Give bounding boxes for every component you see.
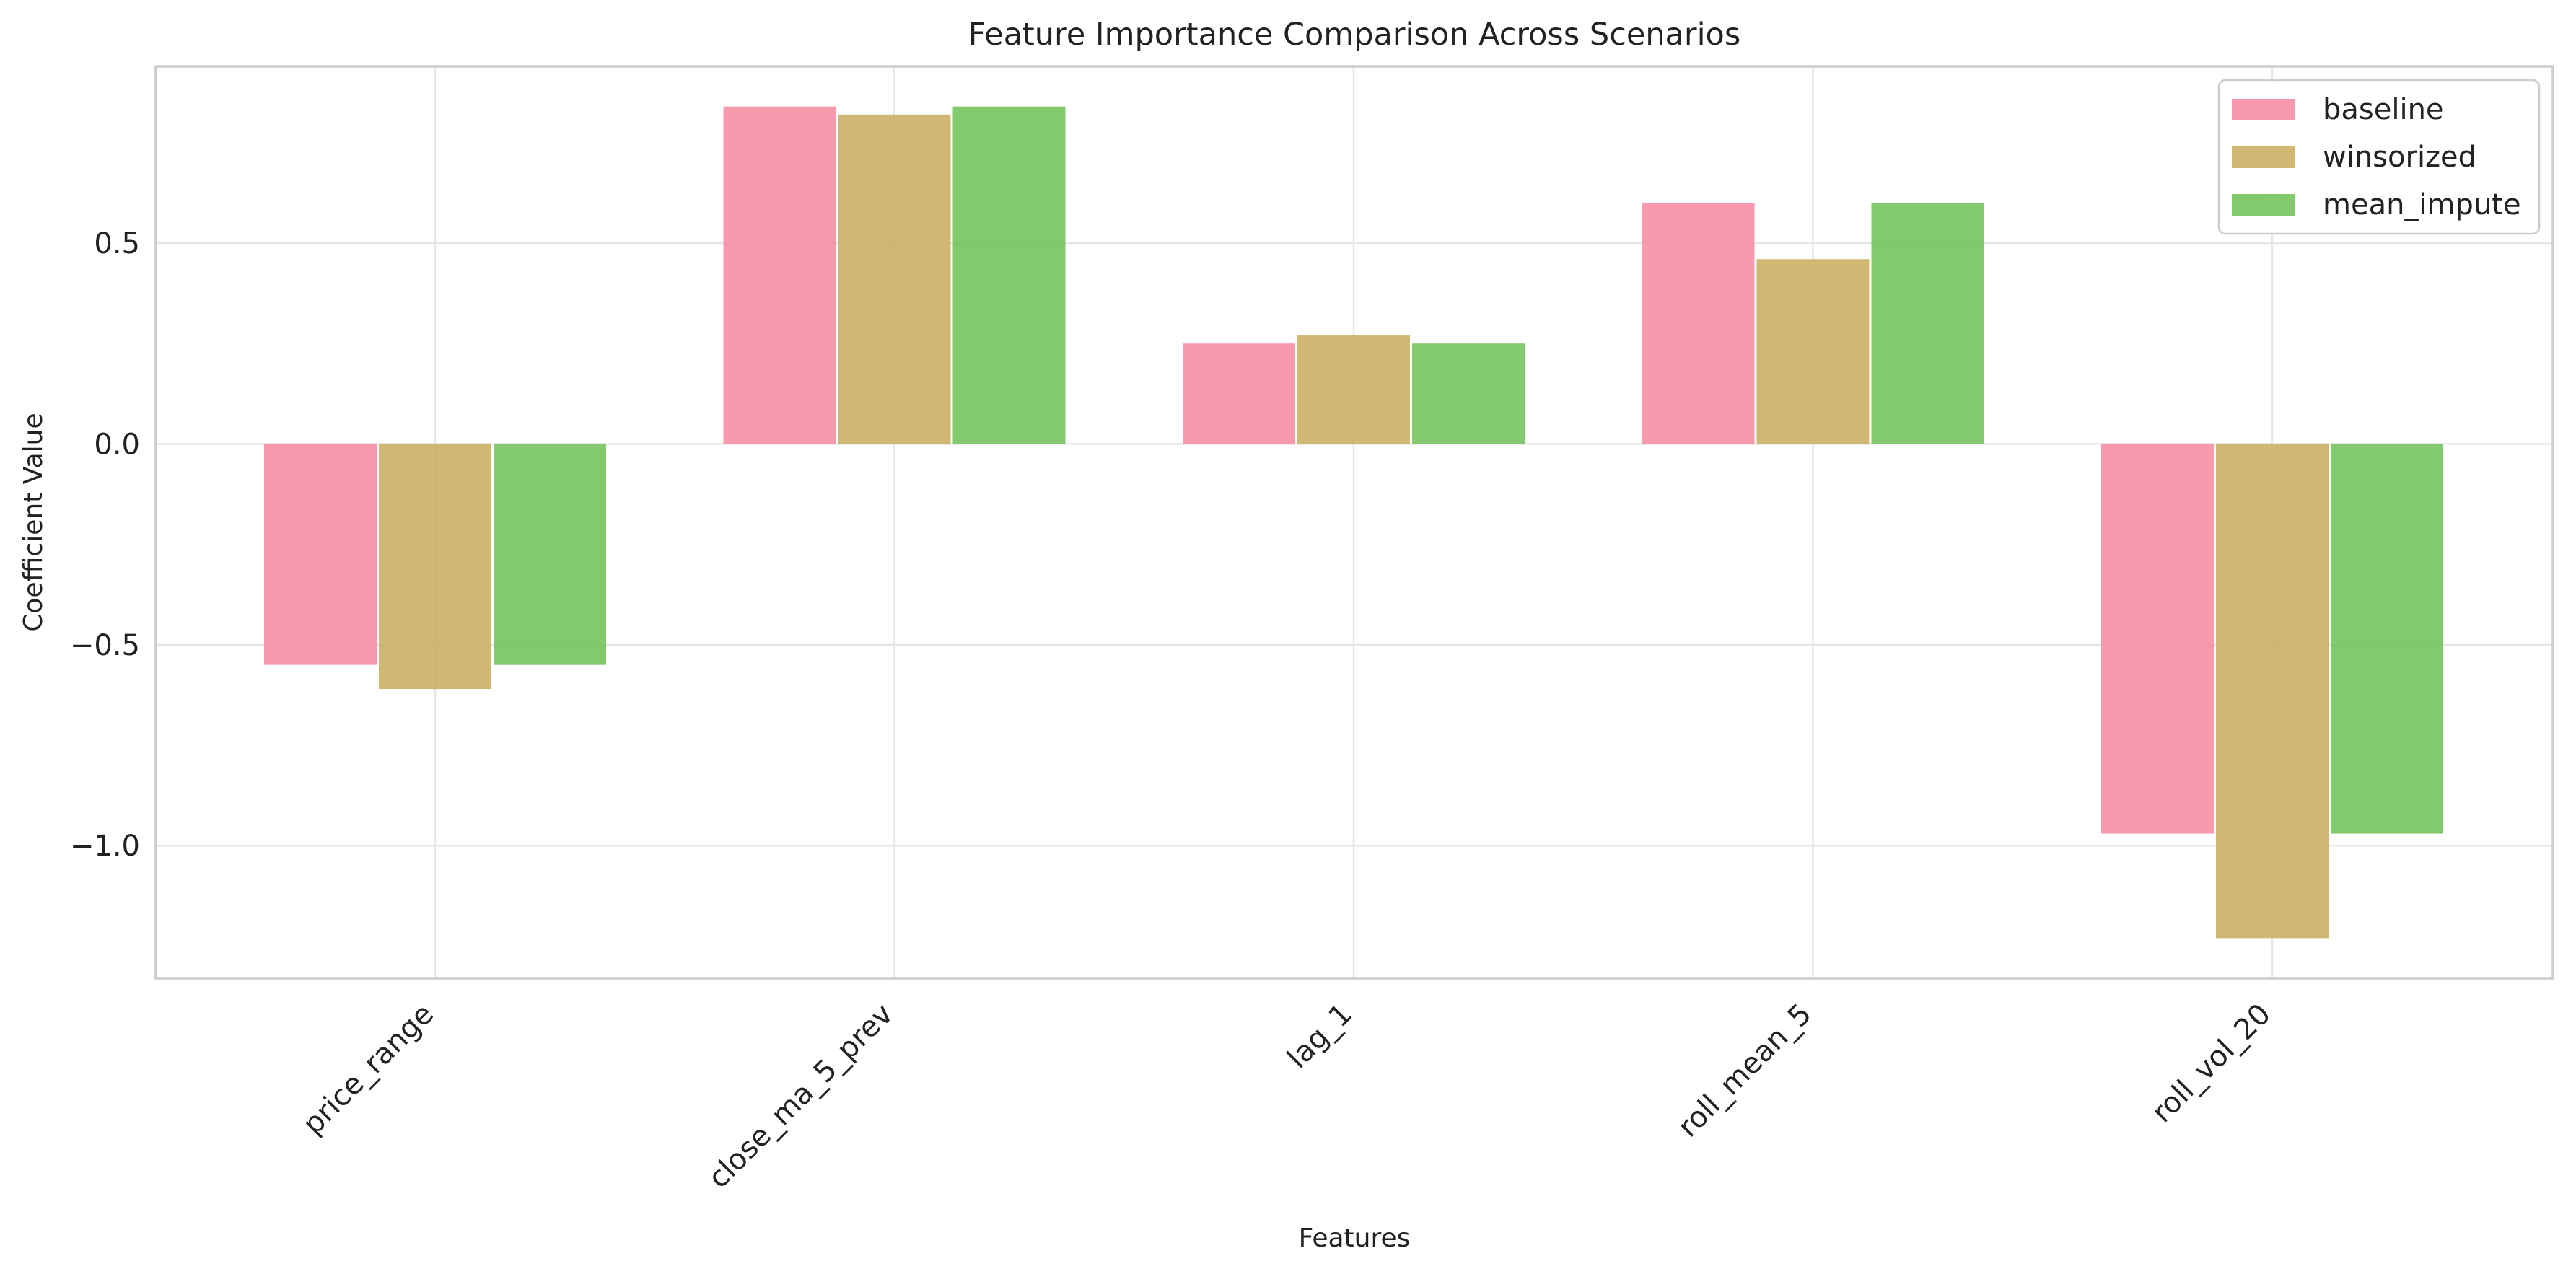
bar-mean_impute-close_ma_5_prev — [952, 106, 1066, 444]
bar-baseline-close_ma_5_prev — [723, 106, 836, 444]
y-tick-label: 0.0 — [94, 428, 140, 461]
bar-winsorized-roll_vol_20 — [2216, 444, 2329, 939]
y-tick-label: 0.5 — [94, 227, 140, 260]
legend-label-mean_impute: mean_impute — [2323, 188, 2521, 221]
y-tick-label: −0.5 — [70, 629, 140, 662]
bar-mean_impute-lag_1 — [1412, 343, 1525, 444]
bar-winsorized-roll_mean_5 — [1756, 259, 1870, 444]
bar-baseline-price_range — [264, 444, 377, 665]
x-axis: price_range close_ma_5_prev lag_1 roll_mean… — [297, 998, 2277, 1195]
x-tick-label: roll_mean_5 — [1672, 998, 1818, 1144]
legend-swatch-baseline — [2232, 99, 2295, 120]
bars — [264, 106, 2443, 939]
bar-winsorized-lag_1 — [1297, 335, 1410, 444]
plot-frame — [154, 65, 2554, 980]
x-tick-label: close_ma_5_prev — [702, 998, 900, 1195]
x-axis-label: Features — [1299, 1224, 1411, 1253]
chart-title: Feature Importance Comparison Across Sce… — [968, 17, 1741, 53]
x-tick-label: price_range — [297, 998, 440, 1141]
legend-label-winsorized: winsorized — [2323, 141, 2476, 174]
bar-winsorized-price_range — [379, 444, 491, 690]
legend-swatch-winsorized — [2232, 146, 2295, 168]
x-tick-label: roll_vol_20 — [2145, 998, 2277, 1130]
x-tick-label: lag_1 — [1281, 998, 1359, 1076]
legend-box — [2217, 79, 2541, 235]
bar-baseline-roll_vol_20 — [2101, 444, 2214, 834]
bar-mean_impute-roll_vol_20 — [2331, 444, 2443, 834]
y-axis-label: Coefficient Value — [19, 413, 48, 631]
legend: baseline winsorized mean_impute — [2217, 79, 2541, 235]
bar-winsorized-close_ma_5_prev — [838, 114, 951, 444]
bar-baseline-roll_mean_5 — [1642, 203, 1755, 444]
y-axis: 0.5 0.0 −0.5 −1.0 — [70, 227, 140, 863]
bar-baseline-lag_1 — [1183, 343, 1295, 444]
bar-mean_impute-roll_mean_5 — [1871, 203, 1984, 444]
y-tick-label: −1.0 — [70, 830, 140, 863]
legend-label-baseline: baseline — [2323, 93, 2444, 126]
bar-mean_impute-price_range — [494, 444, 606, 665]
legend-swatch-mean_impute — [2232, 194, 2295, 216]
